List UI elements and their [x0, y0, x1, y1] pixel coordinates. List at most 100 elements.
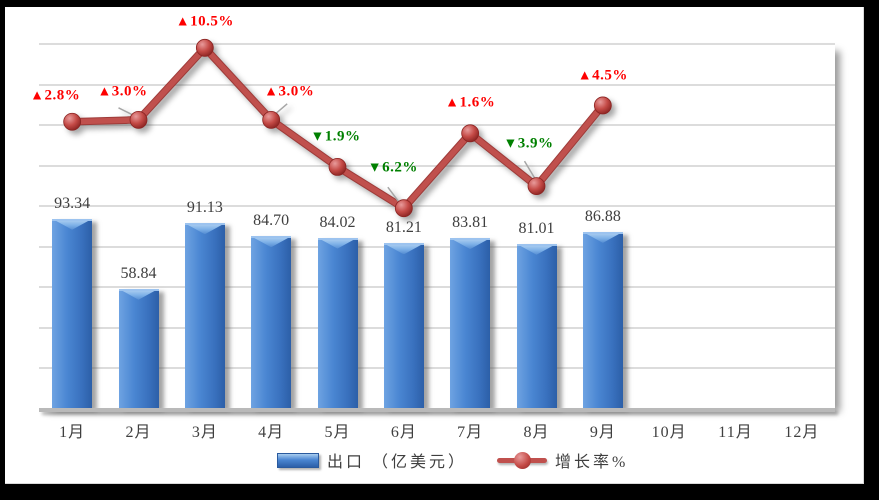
- bar-bevel-cap: [516, 243, 557, 255]
- growth-line-chart: [63, 38, 612, 218]
- growth-value-text: 3.0%: [278, 83, 315, 100]
- bar-top-edge: [450, 238, 491, 241]
- month-label-8月: 8月: [523, 424, 550, 441]
- month-label-10月: 10月: [651, 424, 687, 441]
- up-triangle-icon: ▲: [577, 68, 593, 84]
- growth-point-marker: [195, 38, 214, 57]
- bar-top-edge: [582, 231, 623, 234]
- month-label-9月: 9月: [589, 424, 616, 441]
- growth-annotation-8月: ▼3.9%: [503, 136, 553, 153]
- gridline: [39, 124, 835, 127]
- bar-8月: [516, 243, 557, 408]
- bar-7月: [450, 238, 491, 408]
- growth-value-text: 6.2%: [382, 159, 418, 176]
- bar-4月: [251, 236, 292, 408]
- growth-value-text: 10.5%: [190, 13, 234, 30]
- line-series-swatch-icon: [497, 451, 548, 469]
- bar-2月: [118, 288, 159, 408]
- growth-annotation-1月: ▲2.8%: [30, 87, 80, 104]
- gridline: [39, 367, 835, 370]
- up-triangle-icon: ▲: [264, 84, 279, 100]
- growth-point-marker: [527, 177, 546, 196]
- growth-value-text: 4.5%: [592, 67, 628, 84]
- bar-3月: [184, 223, 225, 408]
- bar-bevel-cap: [52, 218, 93, 230]
- month-label-12月: 12月: [784, 424, 820, 441]
- growth-value-text: 1.9%: [324, 128, 361, 145]
- month-label-7月: 7月: [457, 424, 484, 441]
- gridline: [39, 245, 835, 248]
- up-triangle-icon: ▲: [175, 14, 191, 30]
- bar-value-label: 93.34: [54, 194, 91, 212]
- growth-value-text: 3.9%: [517, 135, 554, 152]
- bar-bevel-cap: [450, 238, 491, 250]
- bar-value-label: 83.81: [452, 214, 489, 232]
- chart-canvas: 93.34 58.84 91.13 84.70 84.02 81.21 83.81 81.01…: [5, 7, 864, 484]
- up-triangle-icon: ▲: [97, 84, 112, 100]
- growth-point-marker: [262, 110, 281, 129]
- bar-series-swatch-icon: [277, 452, 319, 468]
- growth-value-text: 2.8%: [44, 87, 81, 104]
- gridline: [39, 83, 835, 86]
- growth-value-text: 3.0%: [111, 83, 148, 100]
- line-series-legend-label: 增长率%: [555, 454, 629, 471]
- gridline: [39, 205, 835, 208]
- bar-1月: [52, 218, 93, 408]
- growth-point-marker: [129, 110, 148, 129]
- growth-point-marker: [461, 124, 480, 143]
- growth-annotation-3月: ▲10.5%: [176, 13, 234, 30]
- legend: 出口 （亿美元） 增长率%: [277, 448, 628, 472]
- month-label-11月: 11月: [718, 424, 753, 441]
- month-label-6月: 6月: [390, 424, 417, 441]
- growth-annotation-6月: ▼6.2%: [368, 160, 418, 177]
- bar-value-label: 91.13: [186, 199, 223, 217]
- gridline: [39, 286, 835, 289]
- bar-top-edge: [184, 223, 225, 226]
- bar-value-label: 81.21: [385, 219, 422, 237]
- bar-top-edge: [251, 236, 292, 239]
- bar-bevel-cap: [118, 288, 159, 300]
- gridline: [39, 326, 835, 329]
- growth-point-marker: [63, 112, 82, 131]
- bar-value-label: 58.84: [120, 264, 157, 282]
- bar-bevel-cap: [383, 243, 424, 255]
- growth-annotation-7月: ▲1.6%: [445, 95, 495, 112]
- growth-annotation-4月: ▲3.0%: [264, 83, 314, 100]
- bar-top-edge: [118, 288, 159, 291]
- bar-value-label: 84.70: [253, 212, 290, 230]
- bar-top-edge: [52, 218, 93, 221]
- month-label-5月: 5月: [324, 424, 351, 441]
- bar-top-edge: [383, 243, 424, 246]
- month-label-4月: 4月: [258, 424, 285, 441]
- bar-bevel-cap: [317, 237, 358, 249]
- bar-value-label: 86.88: [584, 207, 621, 225]
- up-triangle-icon: ▲: [445, 95, 460, 111]
- plot-area: 93.34 58.84 91.13 84.70 84.02 81.21 83.81 81.01…: [30, 13, 835, 408]
- up-triangle-icon: ▲: [30, 88, 45, 104]
- growth-annotation-9月: ▲4.5%: [578, 68, 628, 85]
- month-label-3月: 3月: [191, 424, 218, 441]
- down-triangle-icon: ▼: [503, 136, 518, 152]
- bar-bevel-cap: [582, 231, 623, 243]
- gridline: [39, 43, 835, 45]
- growth-point-marker: [593, 96, 612, 115]
- annotation-leader-line: [387, 186, 401, 204]
- bar-5月: [317, 237, 358, 408]
- month-label-1月: 1月: [59, 424, 86, 441]
- bar-value-label: 81.01: [518, 219, 555, 237]
- bar-9月: [582, 231, 623, 408]
- down-triangle-icon: ▼: [310, 129, 325, 145]
- growth-point-marker: [328, 158, 347, 176]
- month-label-2月: 2月: [125, 424, 152, 441]
- growth-annotation-5月: ▼1.9%: [310, 128, 360, 145]
- x-axis-line: [39, 408, 835, 412]
- bar-top-edge: [317, 237, 358, 240]
- bar-bevel-cap: [184, 223, 225, 235]
- bar-bevel-cap: [251, 236, 292, 248]
- growth-annotation-2月: ▲3.0%: [97, 83, 147, 100]
- bar-value-label: 84.02: [319, 213, 356, 231]
- bar-series-legend-label: 出口 （亿美元）: [327, 454, 468, 471]
- line-swatch-marker-icon: [514, 451, 532, 469]
- bar-top-edge: [516, 243, 557, 246]
- growth-value-text: 1.6%: [459, 94, 496, 111]
